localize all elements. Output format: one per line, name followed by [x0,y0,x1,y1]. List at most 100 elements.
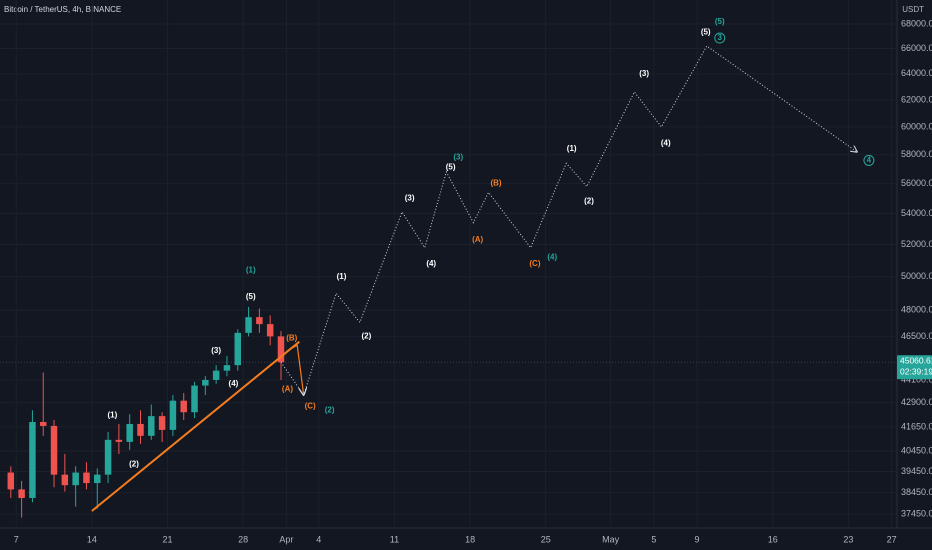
wave-label: (C) [529,259,540,268]
y-tick-label: 46500.00 [901,331,932,341]
candle-body [115,439,123,442]
wave-label: (5) [715,17,725,26]
y-tick-label: 66000.00 [901,43,932,53]
currency-label: USDT [902,5,924,14]
candle-body [158,416,166,430]
y-tick-label: 38450.00 [901,487,932,497]
y-tick-label: 50000.00 [901,271,932,281]
candle-body [169,400,177,430]
wave-label-circle [863,154,875,166]
wave-label: (4) [661,139,671,148]
y-tick-label: 52000.00 [901,239,932,249]
countdown-label: 02:39:19 [900,366,932,376]
wave-label: (4) [229,379,239,388]
y-tick-label: 42900.00 [901,397,932,407]
y-tick-label: 60000.00 [901,121,932,131]
x-tick-label: 25 [541,534,551,544]
trendline [91,340,300,512]
x-tick-label: 27 [887,534,897,544]
x-tick-label: 18 [465,534,475,544]
candle-body [234,332,242,366]
x-tick-label: 11 [390,534,399,544]
wave-label: (B) [286,333,297,342]
candle-body [137,423,144,436]
candle-body [266,324,274,337]
candle-body [83,472,90,484]
y-tick-label: 40450.00 [901,445,932,455]
y-tick-label: 64000.00 [901,68,932,78]
wave-label: (A) [472,235,483,244]
candle-body [245,317,252,333]
candle-body [7,472,15,490]
y-tick-label: 62000.00 [901,94,932,104]
candle-body [61,474,69,486]
x-tick-label: 23 [843,534,853,544]
x-tick-label: Apr [279,534,293,544]
wave-label: (3) [211,346,221,355]
x-tick-label: May [602,534,620,544]
wave-label-circle [714,32,726,44]
wave-label: (2) [129,459,139,468]
correction-curve [287,344,303,395]
y-tick-label: 41650.00 [901,421,932,431]
wave-label: (2) [584,196,594,205]
x-tick-label: 16 [768,534,778,544]
wave-label: (2) [325,405,335,414]
chart-title: Bitcoin / TetherUS, 4h, BINANCE [4,5,121,14]
y-tick-label: 37450.00 [901,509,932,519]
candle-body [191,385,198,413]
x-tick-label: 7 [14,534,19,544]
wave-label: (2) [361,331,371,340]
wave-label: (3) [453,153,463,162]
last-price-box [897,355,932,380]
wave-label: (3) [405,194,415,203]
wave-label: (1) [108,410,118,419]
wave-label: (4) [547,252,557,261]
wave-label: (1) [567,144,577,153]
x-tick-label: 9 [695,534,700,544]
candle-body [277,336,285,363]
candle-body [256,317,263,325]
last-price-label: 45060.61 [900,355,932,365]
wave-label: (5) [246,292,256,301]
candle-body [72,472,79,486]
wave-label: (C) [305,402,316,411]
candle-body [126,423,133,442]
y-tick-label: 68000.00 [901,18,932,28]
candle-body [148,416,155,436]
wave-label: (1) [337,272,347,281]
wave-label: (B) [490,179,501,188]
y-tick-label: 44100.00 [901,374,932,384]
candle-body [39,421,47,426]
wave-label: (4) [426,259,436,268]
wave-label: (A) [282,384,293,393]
x-tick-label: 14 [87,534,97,544]
y-tick-label: 56000.00 [901,178,932,188]
x-tick-label: 4 [316,534,321,544]
candle-body [29,421,36,498]
x-tick-label: 5 [651,534,656,544]
wave-label: (3) [639,69,649,78]
wave-label: (5) [446,163,456,172]
candle-body [94,474,101,484]
y-tick-label: 39450.00 [901,466,932,476]
wave-label: (1) [246,265,256,274]
candle-body [212,370,220,380]
wave-projection [280,45,857,397]
x-tick-label: 28 [238,534,248,544]
candle-body [180,400,187,413]
wave-label: 3 [718,33,723,42]
candle-body [104,439,112,475]
y-tick-label: 58000.00 [901,149,932,159]
y-tick-label: 48000.00 [901,305,932,315]
wave-label: (5) [701,28,711,37]
x-tick-label: 21 [163,534,173,544]
candle-body [202,379,209,386]
candle-body [18,489,25,498]
y-tick-label: 54000.00 [901,208,932,218]
candle-body [50,425,58,475]
wave-label: 4 [867,156,872,165]
candle-body [223,365,231,371]
